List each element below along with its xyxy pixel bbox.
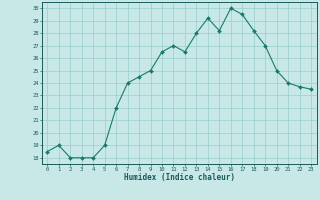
X-axis label: Humidex (Indice chaleur): Humidex (Indice chaleur) [124,173,235,182]
